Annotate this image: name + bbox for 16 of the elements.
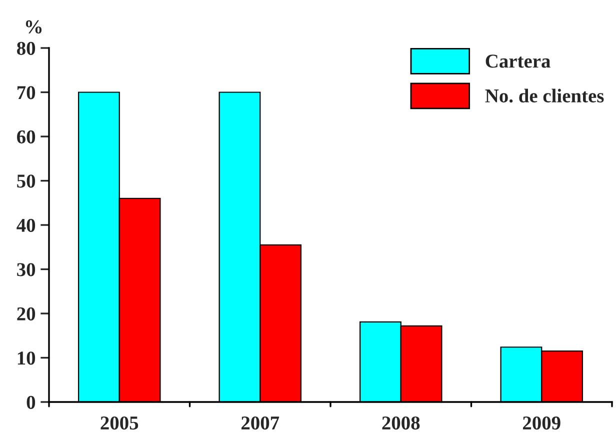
legend-label: Cartera [486, 54, 550, 68]
x-tick-label: 2009 [523, 416, 560, 430]
y-tick-label: 50 [17, 174, 36, 188]
y-tick-label: 0 [26, 396, 36, 409]
x-tick-label: 2008 [382, 416, 420, 430]
y-axis-title: % [26, 20, 42, 34]
y-tick-label: 60 [17, 130, 36, 144]
y-tick-label: 10 [18, 352, 36, 365]
y-tick-label: 40 [16, 218, 36, 232]
y-tick-label: 30 [17, 263, 36, 276]
legend-label: No. de clientes [485, 88, 604, 103]
y-tick-label: 80 [17, 42, 36, 55]
y-tick-label: 20 [17, 307, 36, 320]
y-tick-label: 70 [17, 86, 36, 100]
x-tick-label: 2005 [100, 416, 138, 430]
x-tick-label: 2007 [242, 416, 280, 430]
